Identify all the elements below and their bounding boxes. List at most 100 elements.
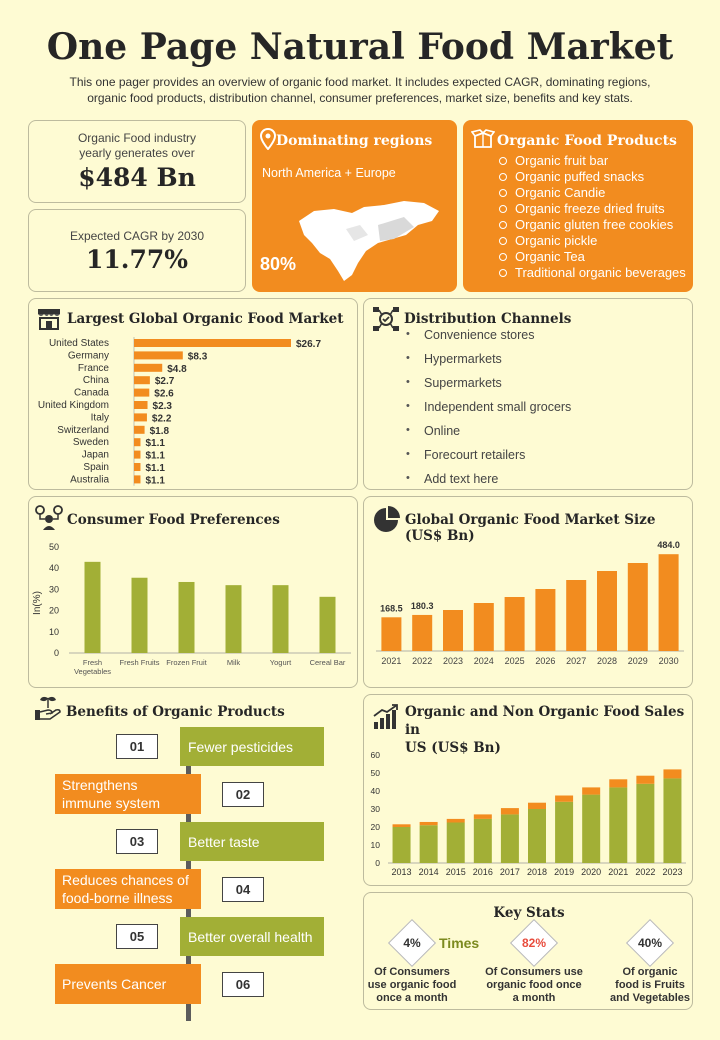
bar (134, 413, 147, 422)
distribution-item: Add text here (404, 472, 571, 496)
products-title: Organic Food Products (497, 133, 677, 149)
y-tick-label: 60 (371, 750, 381, 760)
bar (443, 610, 463, 651)
bar-category-label: Switzerland (57, 425, 109, 436)
stacked-bar-segment (582, 787, 601, 795)
product-item: Traditional organic beverages (497, 265, 686, 281)
bar (504, 597, 525, 651)
preferences-card: Consumer Food Preferences In(%) 0 10 20 30 40… (28, 496, 358, 688)
stacked-bar-segment (609, 787, 628, 863)
stacked-bar-segment (528, 802, 546, 809)
stacked-bar-segment (555, 795, 574, 802)
cagr-card: Expected CAGR by 2030 11.77% (28, 209, 246, 292)
sales-title: Organic and Non Organic Food Sales in US… (405, 703, 692, 757)
x-tick-label: 2016 (473, 867, 493, 877)
bar-value-label: $2.7 (155, 376, 175, 387)
stacked-bar-segment (609, 779, 628, 788)
sales-title-line: US (US$ Bn) (405, 740, 501, 756)
y-tick-label: 20 (49, 606, 59, 616)
benefits-title: Benefits of Organic Products (66, 704, 285, 720)
x-tick-label: 2021 (381, 656, 401, 666)
bar (627, 563, 648, 651)
benefit-item: Reduces chances of food-borne illness 04 (28, 869, 358, 909)
product-item: Organic Tea (497, 249, 686, 265)
bar (225, 585, 242, 653)
distribution-item: Forecourt retailers (404, 448, 571, 472)
bar (178, 581, 195, 653)
regions-percent: 80% (260, 254, 297, 274)
y-tick-label: 50 (49, 542, 59, 552)
y-tick-label: 10 (49, 627, 59, 637)
y-tick-label: 0 (375, 858, 380, 868)
stat-value: 82% (521, 936, 547, 950)
x-tick-label: 2030 (659, 656, 679, 666)
product-item: Organic pickle (497, 233, 686, 249)
y-tick-label: 30 (49, 584, 59, 594)
yearly-label-1: Organic Food industry (77, 131, 197, 145)
bar (134, 450, 141, 459)
stat-value: 4% (403, 936, 421, 950)
bar-value-label: $2.6 (154, 389, 174, 400)
preferences-chart: In(%) 0 10 20 30 40 50 Fresh Vegetables Fresh Fru… (32, 542, 351, 676)
benefit-number: 06 (222, 972, 264, 997)
bar (134, 438, 141, 447)
bar-value-label: 168.5 (380, 603, 403, 613)
x-tick-label: 2027 (566, 656, 586, 666)
bar-category-label: United States (49, 338, 109, 349)
x-tick-label: 2017 (500, 867, 520, 877)
stacked-bar-segment (500, 814, 519, 863)
stat-description-line: organic food once (486, 979, 582, 991)
yearly-value: $484 Bn (78, 163, 196, 192)
distribution-item: Convenience stores (404, 328, 571, 352)
yearly-label-2: yearly generates over (79, 146, 195, 160)
stacked-bar-segment (473, 814, 492, 819)
key-stats-title: Key Stats (493, 905, 565, 921)
x-tick-label: Fresh Fruits (119, 658, 159, 667)
bar-category-label: China (83, 375, 110, 386)
bar-category-label: Germany (68, 350, 109, 361)
x-tick-label: Fresh Vegetables (74, 658, 111, 676)
times-label: Times (439, 935, 480, 951)
bar-category-label: Italy (91, 412, 109, 423)
stat-description-line: a month (512, 992, 556, 1004)
x-tick-line: Vegetables (74, 667, 111, 676)
x-tick-label: 2028 (597, 656, 617, 666)
bar (535, 589, 556, 651)
bar-category-label: United Kingdom (38, 400, 109, 411)
sales-title-line: Organic and Non Organic Food Sales in (405, 704, 685, 738)
y-tick-label: 50 (371, 768, 381, 778)
bar-value-label: $2.2 (152, 413, 172, 424)
stacked-bar-segment (528, 809, 546, 863)
largest-market-card: Largest Global Organic Food Market Unite… (28, 298, 358, 490)
benefits-section: Benefits of Organic Products Fewer pesti… (28, 694, 358, 1024)
benefit-item: Prevents Cancer 06 (28, 964, 358, 1004)
bar (566, 580, 587, 651)
benefit-line: Prevents Cancer (62, 976, 167, 992)
stat-description: Of organic food is Fruits and Vegetables (592, 966, 708, 1005)
x-tick-label: 2018 (527, 867, 547, 877)
bar (134, 339, 291, 347)
bar (597, 571, 617, 651)
y-tick-label: 0 (54, 648, 59, 658)
stat-description-line: once a month (376, 992, 448, 1004)
bar (272, 585, 289, 653)
stacked-bar-segment (473, 818, 492, 863)
benefit-number: 02 (222, 782, 264, 807)
benefit-number: 04 (222, 877, 264, 902)
stat-description-line: Of Consumers (374, 966, 450, 978)
distribution-card: Distribution Channels Convenience stores… (363, 298, 693, 490)
dominating-regions-card: Dominating regions North America + Europ… (252, 120, 457, 292)
x-tick-label: Frozen Fruit (166, 658, 207, 667)
location-pin-icon (260, 128, 276, 150)
x-tick-label: 2023 (443, 656, 463, 666)
bar-value-label: 484.0 (657, 540, 680, 550)
y-axis-label: In(%) (32, 591, 43, 615)
bar (134, 351, 183, 360)
x-tick-line: Frozen Fruit (166, 658, 207, 667)
bar (134, 376, 150, 385)
stacked-bar-segment (419, 821, 438, 826)
largest-market-chart: United States $26.7 Germany $8.3 France $4.8 C… (38, 337, 321, 486)
pie-chart-icon (374, 506, 400, 532)
x-tick-line: Yogurt (270, 658, 292, 667)
product-item: Organic freeze dried fruits (497, 201, 686, 217)
